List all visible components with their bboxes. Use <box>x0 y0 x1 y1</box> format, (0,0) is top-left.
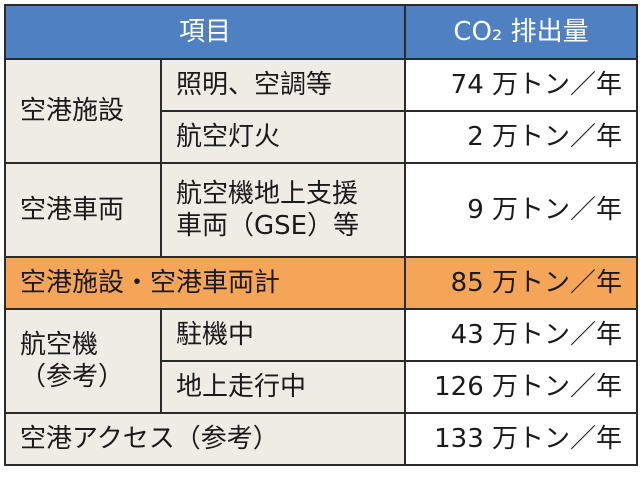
category-aircraft: 航空機 （参考） <box>4 308 162 414</box>
value-aero-lights: 2 万トン／年 <box>404 110 639 164</box>
header-co2: CO₂ 排出量 <box>404 4 639 60</box>
category-airport-access: 空港アクセス（参考） <box>3 412 407 466</box>
table-row: 空港車両 航空機地上支援 車両（GSE）等 9 万トン／年 <box>4 162 639 258</box>
value-taxiing: 126 万トン／年 <box>404 360 639 414</box>
subtotal-row: 空港施設・空港車両計 85 万トン／年 <box>3 256 639 310</box>
subcategory-lighting: 照明、空調等 <box>159 58 407 112</box>
aircraft-line-2: （参考） <box>20 362 125 392</box>
subcategory-parked: 駐機中 <box>159 308 407 362</box>
value-gse: 9 万トン／年 <box>404 162 639 258</box>
header-row: 項目 CO₂ 排出量 <box>3 4 639 60</box>
category-airport-vehicles: 空港車両 <box>4 162 162 258</box>
subtotal-label: 空港施設・空港車両計 <box>3 256 407 310</box>
subcategory-gse: 航空機地上支援 車両（GSE）等 <box>159 162 407 258</box>
value-parked: 43 万トン／年 <box>404 308 639 362</box>
header-item: 項目 <box>3 4 407 60</box>
value-lighting: 74 万トン／年 <box>404 58 639 112</box>
value-airport-access: 133 万トン／年 <box>404 412 639 466</box>
gse-line-1: 航空機地上支援 <box>176 178 359 209</box>
co2-emissions-table: 項目 CO₂ 排出量 空港施設 照明、空調等 74 万トン／年 航空灯火 2 万… <box>3 4 639 466</box>
table-row: 航空機 （参考） 駐機中 43 万トン／年 <box>4 308 639 414</box>
table-row: 地上走行中 126 万トン／年 <box>5 360 639 414</box>
gse-line-2: 車両（GSE）等 <box>176 211 360 241</box>
table-row: 空港アクセス（参考） 133 万トン／年 <box>3 412 639 466</box>
table-row: 航空灯火 2 万トン／年 <box>5 110 639 164</box>
subcategory-aero-lights: 航空灯火 <box>159 110 407 164</box>
subcategory-taxiing: 地上走行中 <box>159 360 407 414</box>
subtotal-value: 85 万トン／年 <box>404 256 639 310</box>
table-row: 空港施設 照明、空調等 74 万トン／年 <box>4 58 639 164</box>
aircraft-line-1: 航空機 <box>20 329 99 360</box>
category-airport-facilities: 空港施設 <box>4 58 162 164</box>
